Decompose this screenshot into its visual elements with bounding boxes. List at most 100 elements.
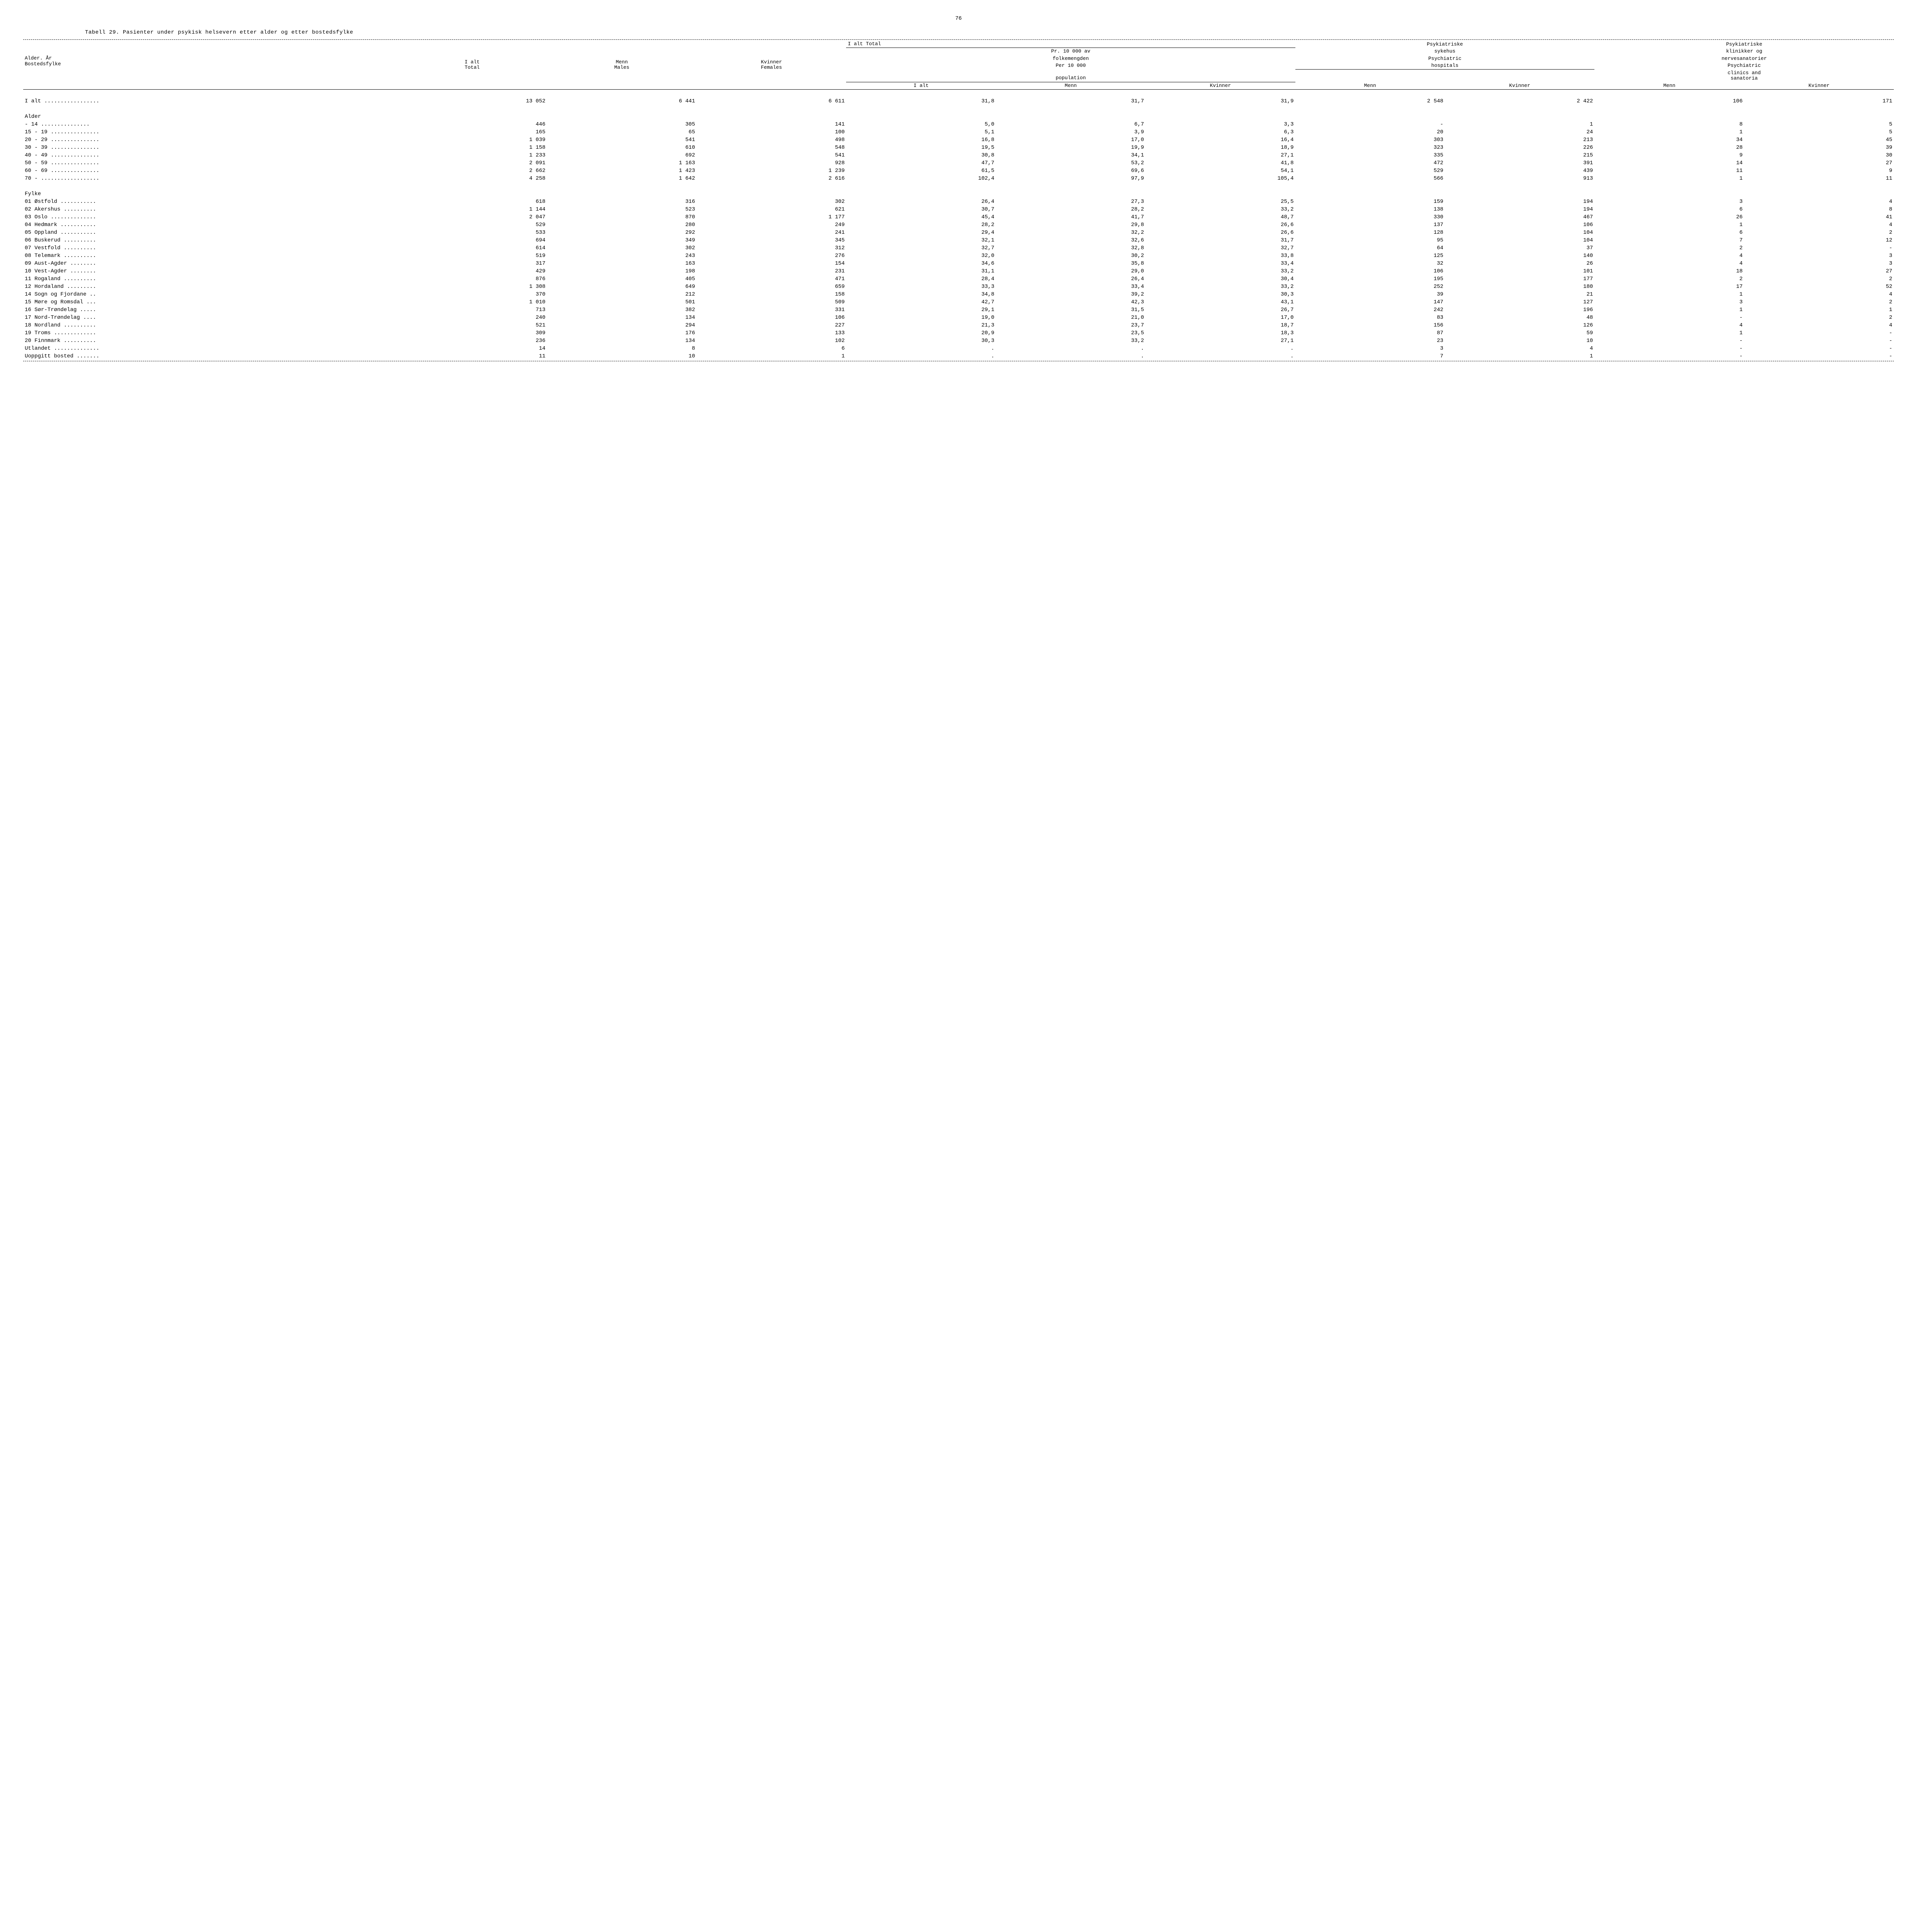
col-menn: Menn bbox=[616, 59, 628, 65]
cell: 33,4 bbox=[996, 283, 1145, 291]
cell: . bbox=[1145, 345, 1295, 352]
cell: 11 bbox=[1594, 167, 1744, 175]
cell: 176 bbox=[547, 329, 697, 337]
cell: 106 bbox=[1295, 267, 1445, 275]
header-clin1: Psykiatriske bbox=[1594, 41, 1894, 48]
cell: 18 bbox=[1594, 267, 1744, 275]
row-label: 12 Hordaland ......... bbox=[23, 283, 397, 291]
cell: 42,7 bbox=[846, 298, 996, 306]
cell: 106 bbox=[1445, 221, 1594, 229]
table-row: 11 Rogaland ..........87640547128,426,43… bbox=[23, 275, 1894, 283]
cell: 928 bbox=[697, 159, 846, 167]
row-label: 70 - .................. bbox=[23, 175, 397, 182]
cell: 391 bbox=[1445, 159, 1594, 167]
cell: 33,3 bbox=[846, 283, 996, 291]
cell: 2 662 bbox=[397, 167, 547, 175]
cell: 1 163 bbox=[547, 159, 697, 167]
cell: . bbox=[1145, 352, 1295, 360]
cell: 34,6 bbox=[846, 260, 996, 267]
cell: 43,1 bbox=[1145, 298, 1295, 306]
table-row: 06 Buskerud ..........69434934532,132,63… bbox=[23, 236, 1894, 244]
cell: 4 bbox=[1445, 345, 1594, 352]
cell: 6,7 bbox=[996, 121, 1145, 128]
cell: 27,1 bbox=[1145, 151, 1295, 159]
cell: 249 bbox=[697, 221, 846, 229]
header-total-group: I alt Total bbox=[846, 41, 1295, 48]
cell: 100 bbox=[697, 128, 846, 136]
cell: 32,6 bbox=[996, 236, 1145, 244]
cell: 106 bbox=[697, 314, 846, 321]
cell: 240 bbox=[397, 314, 547, 321]
row-label: Utlandet .............. bbox=[23, 345, 397, 352]
cell: 180 bbox=[1445, 283, 1594, 291]
cell: 26,4 bbox=[996, 275, 1145, 283]
cell: 1 239 bbox=[697, 167, 846, 175]
row-label: Alder bbox=[23, 113, 397, 121]
cell: 39 bbox=[1744, 144, 1894, 151]
table-title: Tabell 29. Pasienter under psykisk helse… bbox=[23, 29, 1894, 36]
cell: 236 bbox=[397, 337, 547, 345]
cell: 48,7 bbox=[1145, 213, 1295, 221]
sub-kvinner-h: Kvinner bbox=[1445, 82, 1594, 89]
cell: 213 bbox=[1445, 136, 1594, 144]
cell: 29,0 bbox=[996, 267, 1145, 275]
row-label: 07 Vestfold .......... bbox=[23, 244, 397, 252]
row-label: 11 Rogaland .......... bbox=[23, 275, 397, 283]
cell: 8 bbox=[547, 345, 697, 352]
cell: 141 bbox=[697, 121, 846, 128]
header-clin5: clinics and sanatoria bbox=[1594, 70, 1894, 82]
cell: 614 bbox=[397, 244, 547, 252]
cell: 212 bbox=[547, 291, 697, 298]
cell: 163 bbox=[547, 260, 697, 267]
cell: 33,2 bbox=[1145, 206, 1295, 213]
cell: 165 bbox=[397, 128, 547, 136]
section-row: Alder bbox=[23, 113, 1894, 121]
cell: 47,7 bbox=[846, 159, 996, 167]
cell: 65 bbox=[547, 128, 697, 136]
cell: 28,4 bbox=[846, 275, 996, 283]
cell: 523 bbox=[547, 206, 697, 213]
cell: 23,5 bbox=[996, 329, 1145, 337]
cell: 18,3 bbox=[1145, 329, 1295, 337]
row-label: 02 Akershus .......... bbox=[23, 206, 397, 213]
cell: 429 bbox=[397, 267, 547, 275]
cell: 302 bbox=[547, 244, 697, 252]
cell: 19,9 bbox=[996, 144, 1145, 151]
row-label: 10 Vest-Agder ........ bbox=[23, 267, 397, 275]
row-label: 40 - 49 ............... bbox=[23, 151, 397, 159]
cell: 405 bbox=[547, 275, 697, 283]
cell: 18,9 bbox=[1145, 144, 1295, 151]
cell: 138 bbox=[1295, 206, 1445, 213]
cell: 6 bbox=[697, 345, 846, 352]
table-row: 03 Oslo ..............2 0478701 17745,44… bbox=[23, 213, 1894, 221]
cell: 23 bbox=[1295, 337, 1445, 345]
cell: - bbox=[1744, 329, 1894, 337]
cell: 3 bbox=[1744, 252, 1894, 260]
row-label: 19 Troms ............. bbox=[23, 329, 397, 337]
cell: 41,7 bbox=[996, 213, 1145, 221]
cell: 659 bbox=[697, 283, 846, 291]
sub-kvinner-c: Kvinner bbox=[1744, 82, 1894, 89]
cell: 252 bbox=[1295, 283, 1445, 291]
cell: 1 233 bbox=[397, 151, 547, 159]
cell: 349 bbox=[547, 236, 697, 244]
cell: 19,5 bbox=[846, 144, 996, 151]
cell: 294 bbox=[547, 321, 697, 329]
cell: 17,0 bbox=[996, 136, 1145, 144]
cell: 335 bbox=[1295, 151, 1445, 159]
data-table: Alder. År Bostedsfylke I alt Total Psyki… bbox=[23, 41, 1894, 360]
cell: 1 642 bbox=[547, 175, 697, 182]
cell: 331 bbox=[697, 306, 846, 314]
cell: 32,7 bbox=[846, 244, 996, 252]
cell: 1 bbox=[1594, 128, 1744, 136]
header-per10000-1: Pr. 10 000 av bbox=[846, 48, 1295, 55]
cell: 39 bbox=[1295, 291, 1445, 298]
table-row: 17 Nord-Trøndelag ....24013410619,021,01… bbox=[23, 314, 1894, 321]
cell: 28,2 bbox=[846, 221, 996, 229]
cell: 13 052 bbox=[397, 97, 547, 105]
cell: 27,1 bbox=[1145, 337, 1295, 345]
table-row: 01 Østfold ...........61831630226,427,32… bbox=[23, 198, 1894, 206]
cell: 133 bbox=[697, 329, 846, 337]
cell: 158 bbox=[697, 291, 846, 298]
cell: 2 091 bbox=[397, 159, 547, 167]
